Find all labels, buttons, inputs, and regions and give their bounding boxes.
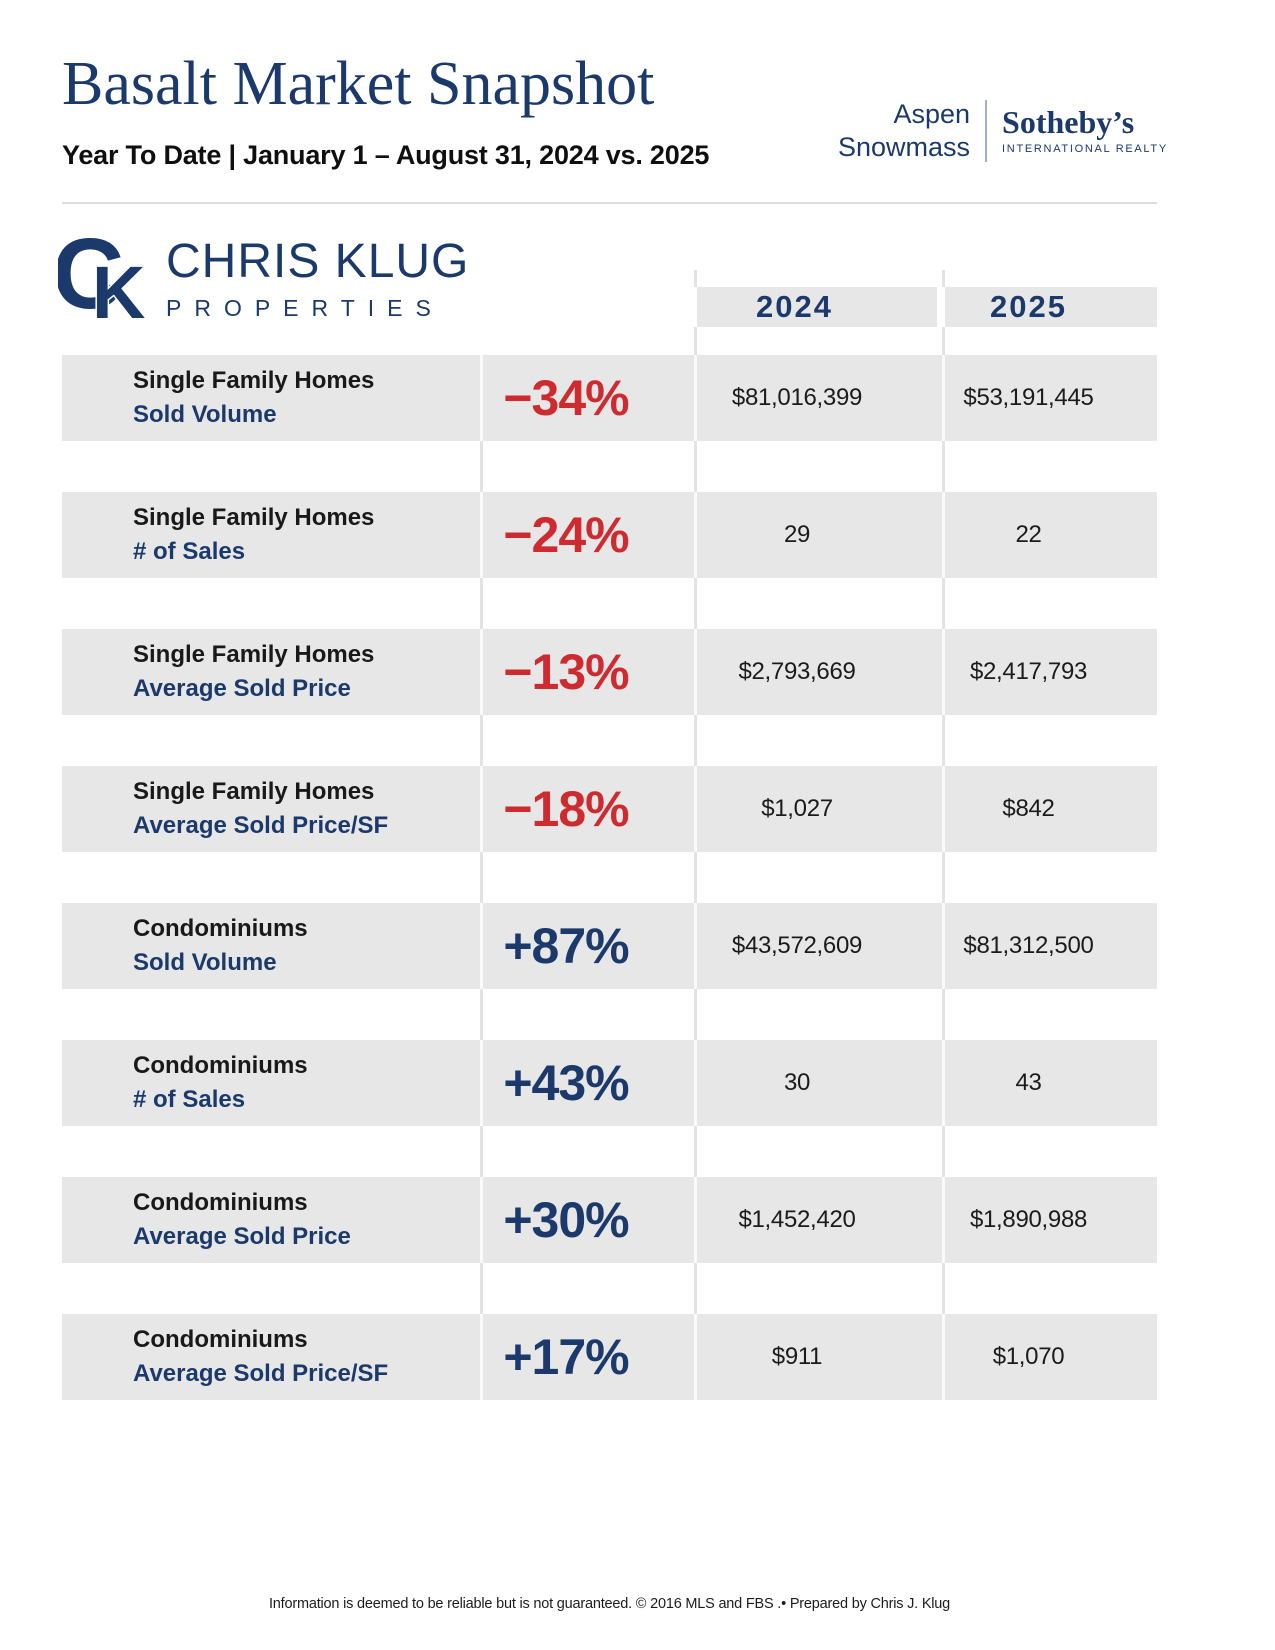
page-title: Basalt Market Snapshot	[62, 50, 655, 118]
row-2024-value: $43,572,609	[697, 903, 945, 989]
row-category-label: Single Family Homes	[133, 367, 375, 395]
brand-sothebys-subtitle: INTERNATIONAL REALTY	[1002, 143, 1168, 156]
row-2024-value: 29	[697, 492, 945, 578]
row-2025-value: $81,312,500	[945, 903, 1157, 989]
ck-name: CHRIS KLUG	[166, 235, 470, 288]
table-row: Single Family Homes Sold Volume −34% $81…	[62, 355, 1157, 441]
row-label-cell: Single Family Homes Average Sold Price/S…	[62, 766, 483, 852]
row-metric-label: Average Sold Price	[133, 675, 351, 702]
row-change-cell: −24%	[483, 492, 697, 578]
table-row-gap	[62, 715, 1157, 766]
row-change-cell: +17%	[483, 1314, 697, 1400]
table-row: Condominiums Average Sold Price/SF +17% …	[62, 1314, 1157, 1400]
header-divider-rule	[62, 202, 1157, 204]
table-header-gap	[62, 327, 1157, 355]
row-label-cell: Condominiums # of Sales	[62, 1040, 483, 1126]
row-category-label: Single Family Homes	[133, 778, 375, 806]
table-row-gap	[62, 852, 1157, 903]
table-row: Condominiums Sold Volume +87% $43,572,60…	[62, 903, 1157, 989]
row-metric-label: Average Sold Price/SF	[133, 812, 389, 839]
brand-logo: Aspen Snowmass Sotheby’s INTERNATIONAL R…	[838, 98, 1168, 164]
row-label-cell: Single Family Homes # of Sales	[62, 492, 483, 578]
table-pre-header-gap	[62, 270, 1157, 287]
row-metric-label: # of Sales	[133, 1086, 246, 1113]
row-label-cell: Condominiums Average Sold Price/SF	[62, 1314, 483, 1400]
row-category-label: Single Family Homes	[133, 504, 375, 532]
row-change-cell: +30%	[483, 1177, 697, 1263]
row-change-value: +30%	[503, 1192, 629, 1248]
row-change-cell: +87%	[483, 903, 697, 989]
row-category-label: Condominiums	[133, 1189, 308, 1217]
column-header-2025: 2025	[945, 287, 1157, 327]
row-change-value: −34%	[503, 370, 629, 426]
rows-container: Single Family Homes Sold Volume −34% $81…	[62, 355, 1157, 1400]
row-category-label: Condominiums	[133, 1326, 308, 1354]
row-2024-value: $1,027	[697, 766, 945, 852]
row-2025-value: $53,191,445	[945, 355, 1157, 441]
brand-snowmass-label: Snowmass	[838, 131, 971, 162]
row-metric-label: Average Sold Price/SF	[133, 1360, 389, 1387]
row-2025-value: $2,417,793	[945, 629, 1157, 715]
ck-text-block: CHRIS KLUG PROPERTIES	[166, 226, 469, 322]
row-2025-value: $1,890,988	[945, 1177, 1157, 1263]
row-change-value: +87%	[503, 918, 629, 974]
ck-monogram-icon: C K	[58, 226, 147, 320]
table-row: Single Family Homes # of Sales −24% 29 2…	[62, 492, 1157, 578]
row-metric-label: # of Sales	[133, 538, 246, 565]
brand-sothebys: Sotheby’s INTERNATIONAL REALTY	[1002, 106, 1168, 155]
table-row-gap	[62, 1126, 1157, 1177]
table-row-gap	[62, 578, 1157, 629]
row-change-value: −13%	[503, 644, 629, 700]
row-change-cell: −34%	[483, 355, 697, 441]
chris-klug-logo: C K CHRIS KLUG PROPERTIES	[58, 226, 469, 322]
row-metric-label: Sold Volume	[133, 949, 277, 976]
row-category-label: Condominiums	[133, 1052, 308, 1080]
row-change-value: +43%	[503, 1055, 629, 1111]
footer-disclaimer: Information is deemed to be reliable but…	[268, 1596, 951, 1612]
page-subtitle: Year To Date | January 1 – August 31, 20…	[62, 140, 710, 170]
row-2025-value: 43	[945, 1040, 1157, 1126]
table-row: Condominiums # of Sales +43% 30 43	[62, 1040, 1157, 1126]
table-row-gap	[62, 1263, 1157, 1314]
column-header-2024: 2024	[697, 287, 945, 327]
row-metric-label: Average Sold Price	[133, 1223, 351, 1250]
row-2025-value: 22	[945, 492, 1157, 578]
row-label-cell: Condominiums Sold Volume	[62, 903, 483, 989]
row-change-value: −24%	[503, 507, 629, 563]
row-change-cell: −13%	[483, 629, 697, 715]
brand-aspen-snowmass: Aspen Snowmass	[838, 98, 970, 164]
ck-properties-label: PROPERTIES	[166, 295, 444, 321]
row-change-cell: −18%	[483, 766, 697, 852]
row-label-cell: Single Family Homes Average Sold Price	[62, 629, 483, 715]
row-category-label: Condominiums	[133, 915, 308, 943]
row-label-cell: Single Family Homes Sold Volume	[62, 355, 483, 441]
row-2025-value: $842	[945, 766, 1157, 852]
table-header-row: 2024 2025	[62, 287, 1157, 327]
row-metric-label: Sold Volume	[133, 401, 277, 428]
table-row: Single Family Homes Average Sold Price −…	[62, 629, 1157, 715]
brand-sothebys-name: Sotheby’s	[1002, 104, 1135, 141]
row-2024-value: 30	[697, 1040, 945, 1126]
table-row-gap	[62, 441, 1157, 492]
row-2024-value: $1,452,420	[697, 1177, 945, 1263]
row-change-cell: +43%	[483, 1040, 697, 1126]
brand-divider	[985, 99, 988, 162]
svg-text:K: K	[92, 251, 145, 320]
table-row-gap	[62, 989, 1157, 1040]
market-table: 2024 2025 Single Family Homes Sold Volum…	[62, 270, 1157, 1400]
row-change-value: +17%	[503, 1329, 629, 1385]
brand-aspen-label: Aspen	[893, 99, 971, 129]
row-2024-value: $911	[697, 1314, 945, 1400]
svg-text:C: C	[58, 226, 124, 320]
row-2024-value: $81,016,399	[697, 355, 945, 441]
table-row: Condominiums Average Sold Price +30% $1,…	[62, 1177, 1157, 1263]
row-2024-value: $2,793,669	[697, 629, 945, 715]
row-change-value: −18%	[503, 781, 629, 837]
row-label-cell: Condominiums Average Sold Price	[62, 1177, 483, 1263]
table-row: Single Family Homes Average Sold Price/S…	[62, 766, 1157, 852]
row-category-label: Single Family Homes	[133, 641, 375, 669]
row-2025-value: $1,070	[945, 1314, 1157, 1400]
